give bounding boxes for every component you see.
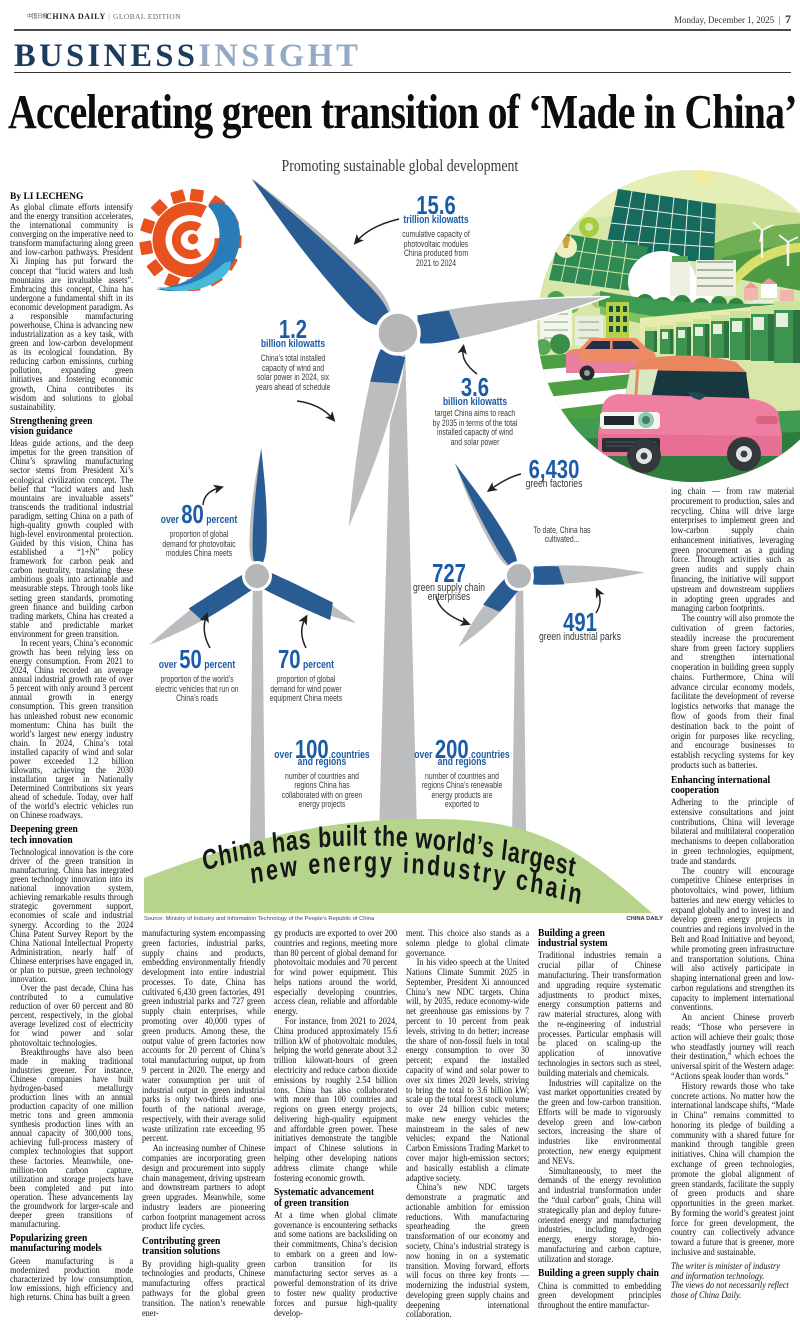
- svg-text:Source: Ministry of Industry a: Source: Ministry of Industry and Informa…: [144, 916, 375, 922]
- svg-text:CHINA DAILY: CHINA DAILY: [626, 916, 663, 922]
